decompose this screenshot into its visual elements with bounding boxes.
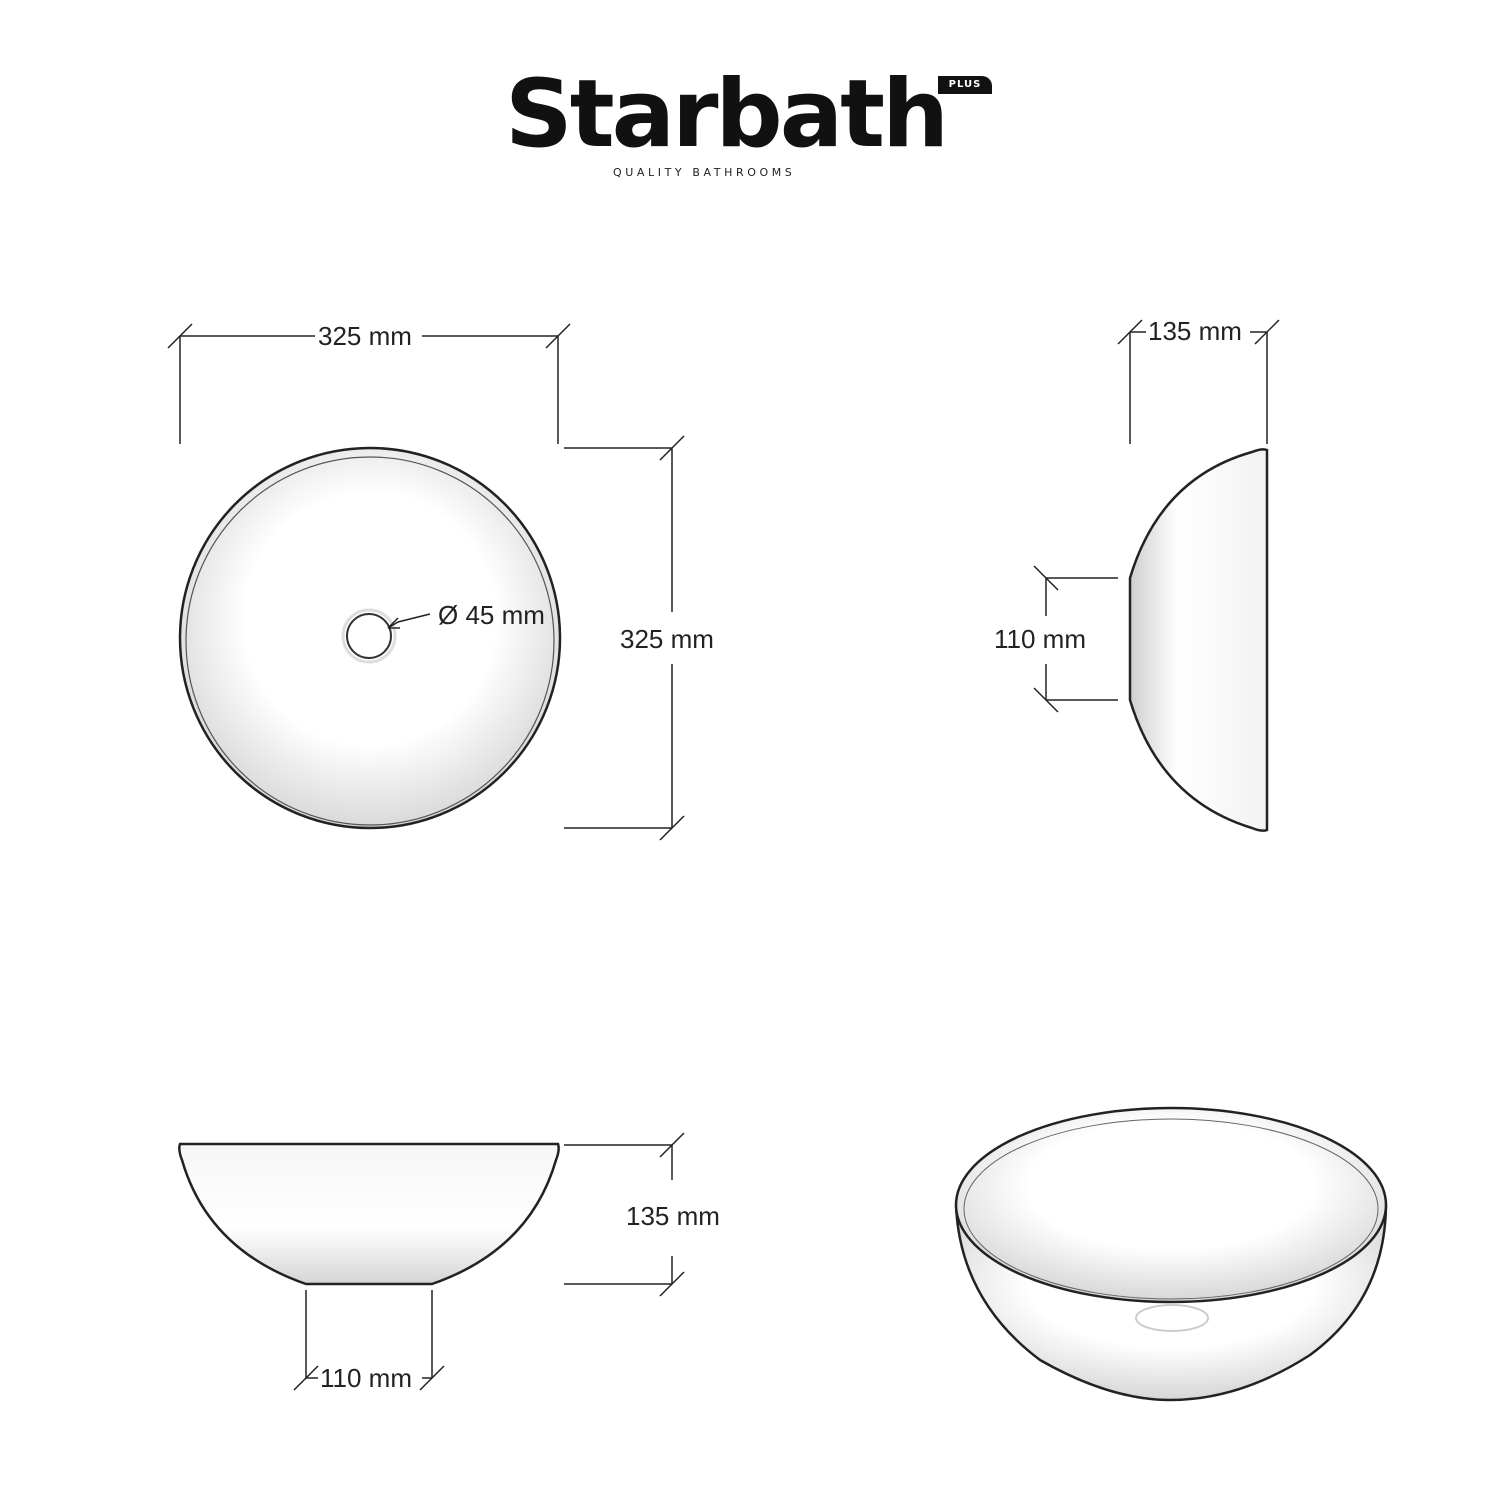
- front-height-label: 135 mm: [626, 1201, 720, 1231]
- drain-leader: [387, 613, 431, 629]
- side-view: [1033, 319, 1280, 832]
- side-base-label: 110 mm: [994, 624, 1086, 654]
- iso-drain-hole: [1135, 1304, 1209, 1332]
- front-basin-body: [178, 1142, 560, 1286]
- perspective-view: [954, 1106, 1388, 1402]
- side-basin-body: [1128, 448, 1269, 832]
- drain-hole: [346, 613, 392, 659]
- brand-badge: PLUS: [938, 76, 992, 94]
- iso-basin-rim: [954, 1106, 1388, 1304]
- top-width-label: 325 mm: [318, 321, 412, 351]
- front-base-label: 110 mm: [320, 1363, 412, 1393]
- basin-rim-inner: [185, 456, 555, 826]
- brand-name: Starbath: [505, 60, 949, 169]
- brand-logo: Starbath PLUS QUALITY BATHROOMS: [0, 60, 1500, 190]
- front-view: [178, 1132, 685, 1391]
- drain-diameter-label: Ø 45 mm: [438, 600, 545, 630]
- top-depth-label: 325 mm: [620, 624, 714, 654]
- iso-basin-inner-rim: [963, 1118, 1379, 1300]
- side-height-label: 135 mm: [1148, 316, 1242, 346]
- top-view: [167, 323, 685, 841]
- brand-tagline: QUALITY BATHROOMS: [613, 166, 796, 179]
